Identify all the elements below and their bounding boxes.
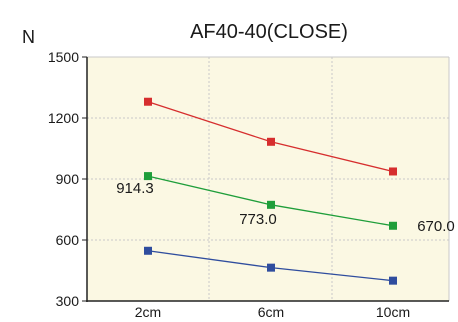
y-tick-label: 1500	[48, 49, 79, 65]
y-tick-label: 300	[56, 293, 80, 309]
data-point	[389, 221, 397, 230]
x-tick-label: 6cm	[258, 304, 284, 320]
data-label: 670.0	[417, 218, 455, 235]
data-point	[389, 167, 397, 176]
y-tick-labels: 300 600 900 1200 1500	[48, 49, 87, 309]
series-group	[144, 97, 397, 285]
data-point	[144, 246, 152, 255]
data-point	[144, 97, 152, 106]
data-point	[144, 172, 152, 181]
y-tick-label: 900	[56, 171, 80, 187]
data-point	[267, 137, 275, 146]
chart-title: AF40-40(CLOSE)	[190, 21, 348, 43]
data-point	[389, 276, 397, 285]
data-label: 773.0	[239, 211, 277, 228]
y-tick-label: 1200	[48, 110, 79, 126]
data-point	[267, 200, 275, 209]
x-tick-label: 10cm	[376, 304, 410, 320]
y-tick-label: 600	[56, 232, 80, 248]
x-tick-label: 2cm	[135, 304, 161, 320]
data-point	[267, 263, 275, 272]
y-axis-unit: N	[22, 27, 35, 47]
data-labels: 914.3 773.0 670.0	[116, 180, 455, 235]
data-label: 914.3	[116, 180, 154, 197]
x-tick-labels: 2cm 6cm 10cm	[135, 304, 410, 320]
